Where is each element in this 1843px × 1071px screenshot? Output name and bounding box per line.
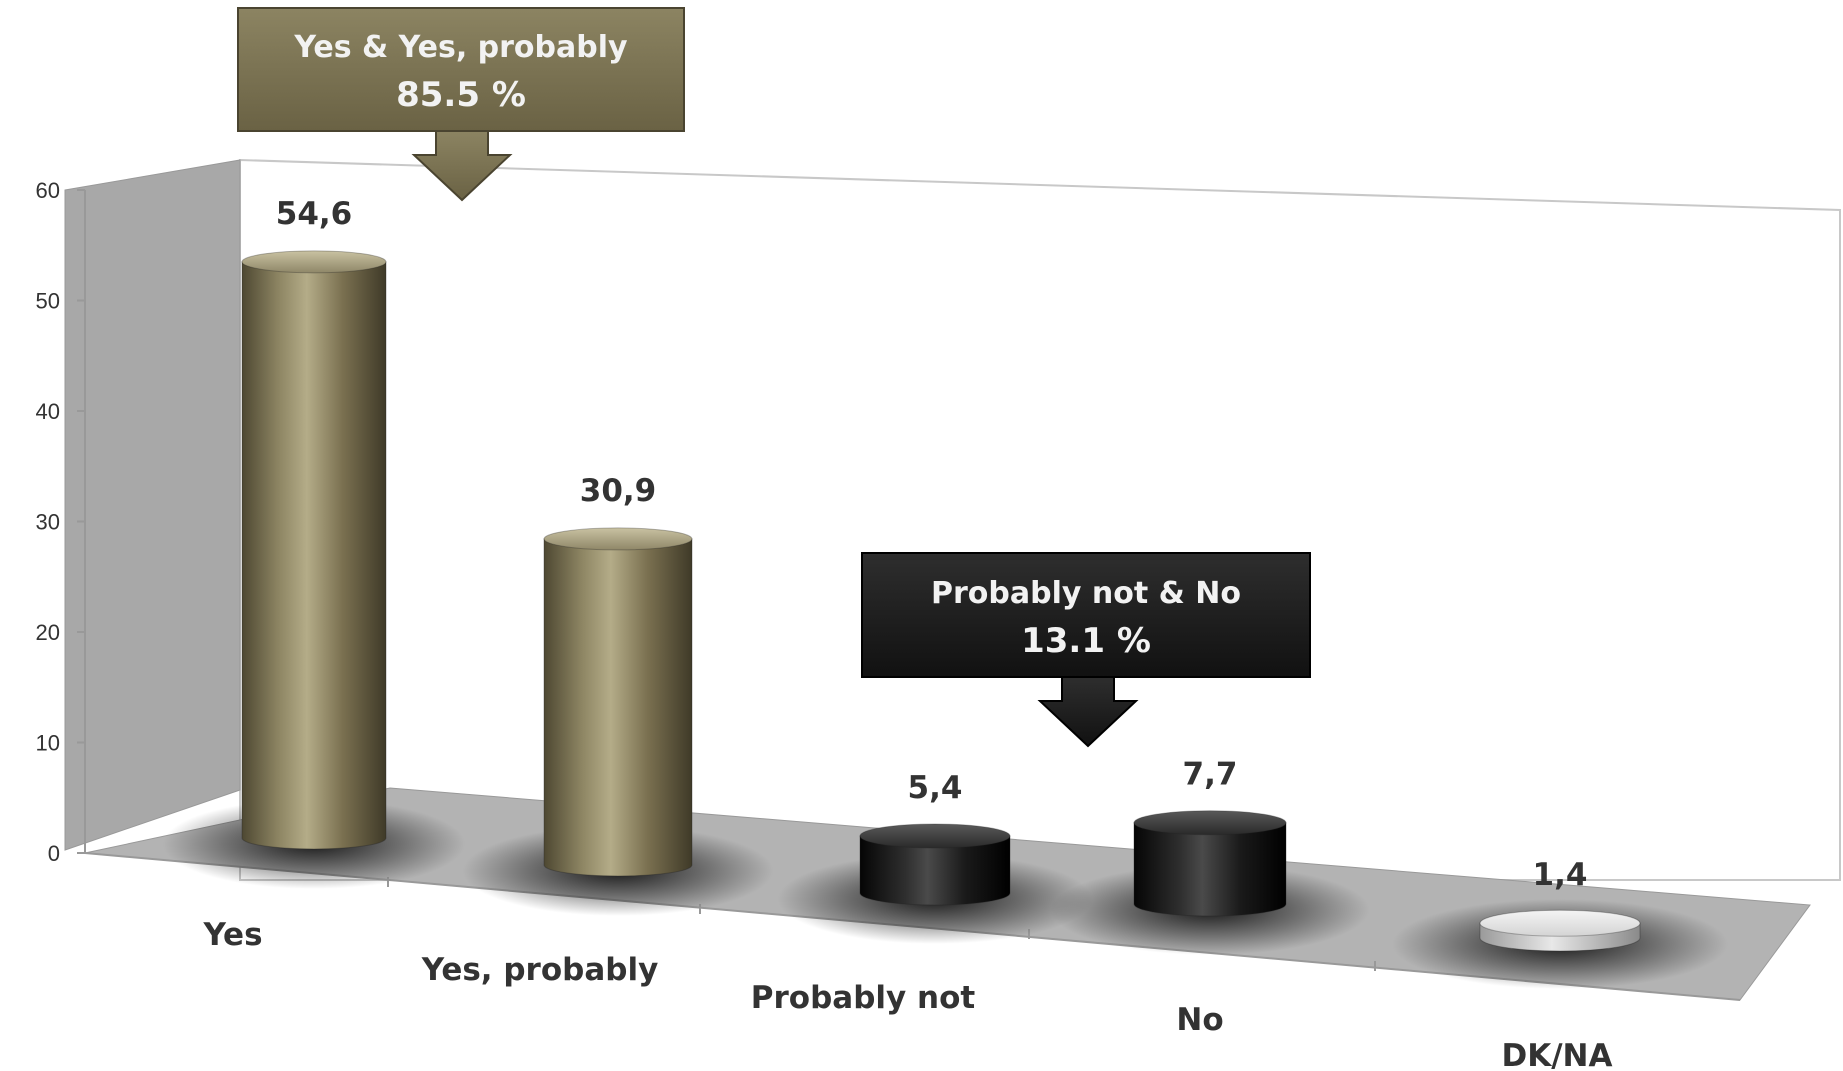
callout-no-total-arrow bbox=[1037, 676, 1139, 748]
bar bbox=[543, 527, 693, 877]
data-label: 5,4 bbox=[908, 770, 963, 806]
y-tick-label: 30 bbox=[36, 510, 60, 535]
callout-yes-total-value: 85.5 % bbox=[396, 75, 526, 115]
bar bbox=[241, 250, 387, 850]
bar-body bbox=[1133, 822, 1287, 917]
bar-body bbox=[241, 261, 387, 850]
data-label: 54,6 bbox=[276, 196, 353, 232]
bars bbox=[241, 250, 1641, 952]
category-label: Yes bbox=[202, 917, 262, 953]
bar-top bbox=[1133, 810, 1287, 836]
category-label: Yes, probably bbox=[421, 952, 659, 988]
callout-yes-total-box bbox=[237, 7, 685, 132]
y-axis-ticks: 0 10 20 30 40 50 60 bbox=[36, 178, 85, 866]
callout-no-total-box bbox=[861, 552, 1311, 678]
y-tick-label: 20 bbox=[36, 620, 60, 645]
bar bbox=[1133, 810, 1287, 917]
bar-top bbox=[543, 527, 693, 551]
data-label: 1,4 bbox=[1533, 857, 1588, 893]
category-label: DK/NA bbox=[1501, 1038, 1612, 1071]
back-wall bbox=[239, 158, 1841, 881]
callout-yes-total-arrow bbox=[411, 130, 513, 202]
bar-body bbox=[859, 835, 1011, 906]
bar-top bbox=[1479, 909, 1641, 937]
data-label: 30,9 bbox=[580, 473, 657, 509]
bar bbox=[859, 823, 1011, 906]
category-labels: Yes Yes, probably Probably not No DK/NA bbox=[202, 917, 1612, 1071]
bar-top bbox=[859, 823, 1011, 849]
y-tick-label: 60 bbox=[36, 178, 60, 203]
y-tick-label: 50 bbox=[36, 289, 60, 314]
callout-no-total: Probably not & No 13.1 % bbox=[861, 552, 1311, 748]
bar bbox=[1479, 909, 1641, 952]
data-labels: 54,6 30,9 5,4 7,7 1,4 bbox=[276, 196, 1588, 893]
category-label: Probably not bbox=[751, 980, 976, 1016]
bar-body bbox=[543, 538, 693, 877]
y-tick-label: 0 bbox=[48, 841, 60, 866]
callout-yes-total: Yes & Yes, probably 85.5 % bbox=[237, 7, 685, 202]
callout-no-total-label: Probably not & No bbox=[931, 576, 1241, 611]
data-label: 7,7 bbox=[1183, 757, 1238, 793]
y-tick-label: 40 bbox=[36, 399, 60, 424]
callout-yes-total-label: Yes & Yes, probably bbox=[293, 30, 628, 65]
side-wall bbox=[64, 159, 241, 851]
bar-top bbox=[241, 250, 387, 274]
category-label: No bbox=[1176, 1002, 1223, 1038]
callout-no-total-value: 13.1 % bbox=[1021, 621, 1151, 661]
y-tick-label: 10 bbox=[36, 731, 60, 756]
